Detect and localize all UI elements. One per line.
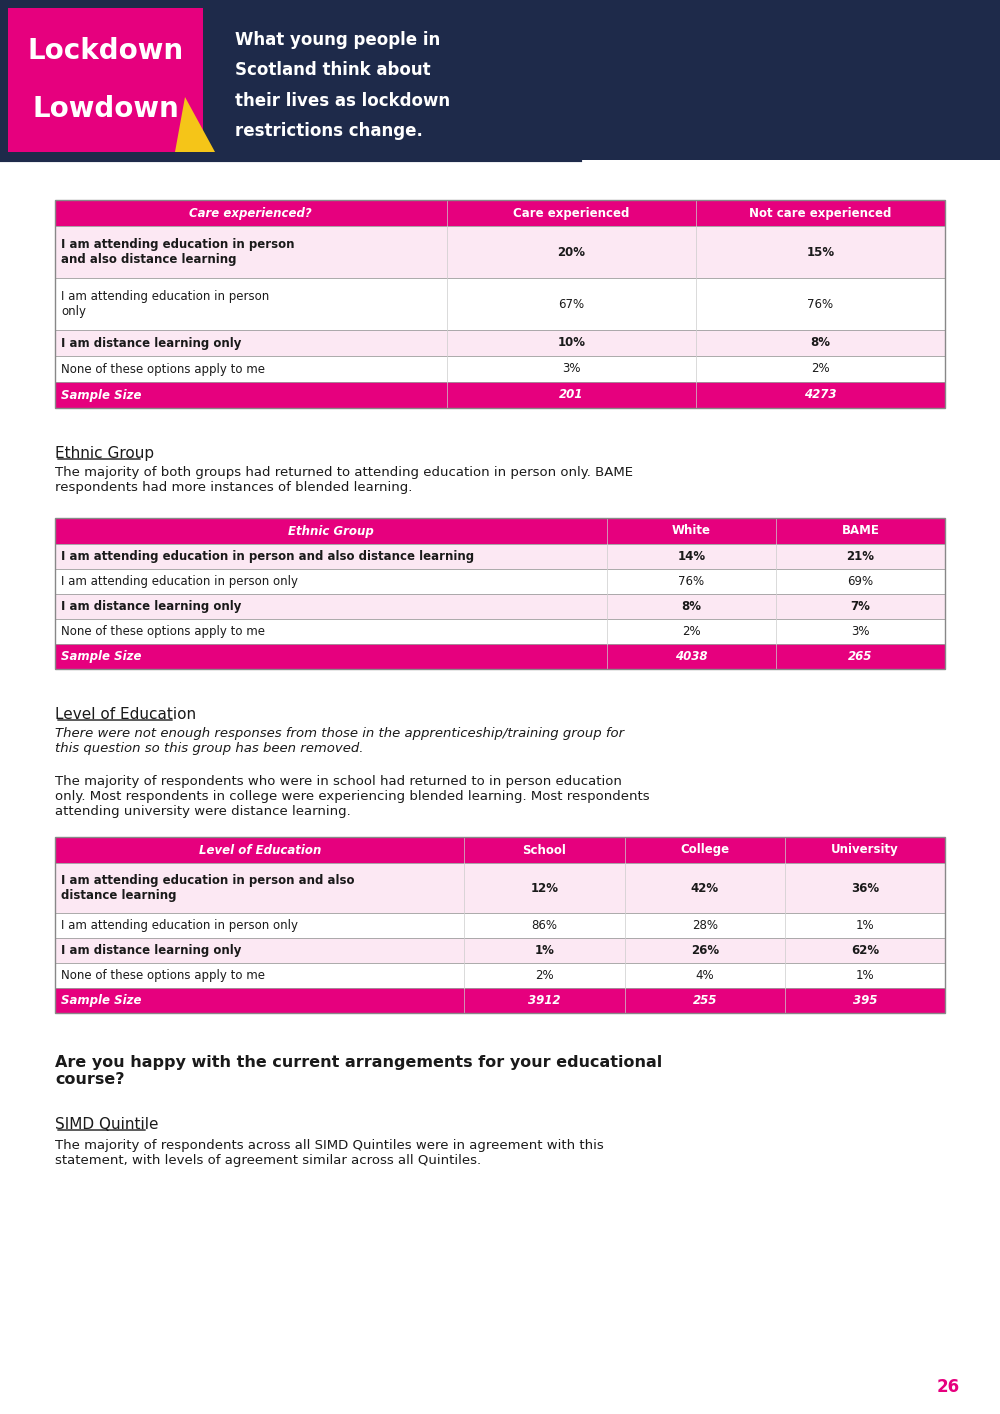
Text: Level of Education: Level of Education (55, 707, 196, 723)
FancyBboxPatch shape (8, 8, 203, 151)
Text: 2%: 2% (535, 969, 554, 981)
Text: Not care experienced: Not care experienced (749, 206, 892, 219)
Text: Ethnic Group: Ethnic Group (55, 445, 154, 461)
Text: their lives as lockdown: their lives as lockdown (235, 92, 450, 110)
Text: 69%: 69% (847, 575, 874, 588)
Text: Ethnic Group: Ethnic Group (288, 525, 374, 537)
Text: I am attending education in person only: I am attending education in person only (61, 919, 298, 932)
Text: 2%: 2% (682, 625, 701, 638)
Text: I am attending education in person only: I am attending education in person only (61, 575, 298, 588)
FancyBboxPatch shape (55, 329, 945, 356)
Text: The majority of both groups had returned to attending education in person only. : The majority of both groups had returned… (55, 467, 633, 493)
Text: 76%: 76% (807, 297, 833, 311)
Text: Sample Size: Sample Size (61, 994, 142, 1007)
Text: 4273: 4273 (804, 389, 837, 402)
Text: 3912: 3912 (528, 994, 561, 1007)
Text: 36%: 36% (851, 881, 879, 895)
Text: 3%: 3% (851, 625, 870, 638)
Text: Sample Size: Sample Size (61, 650, 142, 663)
Text: BAME: BAME (842, 525, 879, 537)
Text: 1%: 1% (856, 919, 874, 932)
Text: I am attending education in person and also
distance learning: I am attending education in person and a… (61, 874, 354, 902)
Text: 3%: 3% (562, 362, 580, 376)
FancyBboxPatch shape (55, 837, 945, 863)
Text: I am distance learning only: I am distance learning only (61, 945, 241, 957)
Text: I am attending education in person
only: I am attending education in person only (61, 290, 269, 318)
Text: 26: 26 (937, 1379, 960, 1396)
FancyBboxPatch shape (55, 279, 945, 329)
FancyBboxPatch shape (55, 594, 945, 619)
Text: SIMD Quintile: SIMD Quintile (55, 1117, 158, 1133)
FancyBboxPatch shape (55, 963, 945, 988)
Text: Care experienced?: Care experienced? (189, 206, 312, 219)
Text: I am attending education in person and also distance learning: I am attending education in person and a… (61, 550, 474, 563)
FancyBboxPatch shape (55, 226, 945, 279)
Text: 10%: 10% (557, 337, 585, 349)
Text: 255: 255 (693, 994, 717, 1007)
Text: 7%: 7% (851, 600, 870, 614)
Text: College: College (680, 844, 729, 857)
Text: School: School (523, 844, 566, 857)
Text: 2%: 2% (811, 362, 830, 376)
FancyBboxPatch shape (55, 937, 945, 963)
FancyBboxPatch shape (55, 643, 945, 669)
Text: Level of Education: Level of Education (199, 844, 321, 857)
Text: 26%: 26% (691, 945, 719, 957)
FancyBboxPatch shape (55, 988, 945, 1012)
Text: 28%: 28% (692, 919, 718, 932)
Text: University: University (831, 844, 899, 857)
FancyBboxPatch shape (55, 199, 945, 226)
Text: I am distance learning only: I am distance learning only (61, 600, 241, 614)
FancyBboxPatch shape (55, 518, 945, 544)
FancyBboxPatch shape (55, 544, 945, 568)
Text: 15%: 15% (806, 246, 834, 259)
FancyBboxPatch shape (0, 0, 1000, 160)
FancyBboxPatch shape (55, 356, 945, 382)
Polygon shape (175, 98, 215, 151)
Text: None of these options apply to me: None of these options apply to me (61, 362, 265, 376)
Text: Lowdown: Lowdown (32, 95, 179, 123)
Text: Scotland think about: Scotland think about (235, 61, 431, 79)
Text: I am distance learning only: I am distance learning only (61, 337, 241, 349)
Text: What young people in: What young people in (235, 31, 440, 49)
FancyBboxPatch shape (55, 619, 945, 643)
Text: Are you happy with the current arrangements for your educational
course?: Are you happy with the current arrangeme… (55, 1055, 662, 1087)
FancyBboxPatch shape (55, 913, 945, 937)
Text: None of these options apply to me: None of these options apply to me (61, 625, 265, 638)
Text: 21%: 21% (846, 550, 874, 563)
Text: Sample Size: Sample Size (61, 389, 142, 402)
Text: The majority of respondents who were in school had returned to in person educati: The majority of respondents who were in … (55, 775, 650, 819)
Text: I am attending education in person
and also distance learning: I am attending education in person and a… (61, 238, 294, 266)
Text: 8%: 8% (681, 600, 701, 614)
Text: 14%: 14% (677, 550, 705, 563)
Text: None of these options apply to me: None of these options apply to me (61, 969, 265, 981)
Text: restrictions change.: restrictions change. (235, 122, 423, 140)
Text: 4%: 4% (695, 969, 714, 981)
Text: 8%: 8% (810, 337, 830, 349)
Text: 76%: 76% (678, 575, 704, 588)
Text: 67%: 67% (558, 297, 584, 311)
Text: 1%: 1% (856, 969, 874, 981)
FancyBboxPatch shape (55, 863, 945, 913)
Text: Lockdown: Lockdown (27, 37, 184, 65)
Text: The majority of respondents across all SIMD Quintiles were in agreement with thi: The majority of respondents across all S… (55, 1140, 604, 1167)
Text: 62%: 62% (851, 945, 879, 957)
Text: 20%: 20% (557, 246, 585, 259)
Text: 265: 265 (848, 650, 873, 663)
FancyBboxPatch shape (55, 382, 945, 409)
FancyBboxPatch shape (55, 568, 945, 594)
Text: 1%: 1% (535, 945, 554, 957)
Text: 201: 201 (559, 389, 583, 402)
Text: 86%: 86% (532, 919, 558, 932)
Text: 395: 395 (853, 994, 877, 1007)
Text: 4038: 4038 (675, 650, 708, 663)
Text: Care experienced: Care experienced (513, 206, 629, 219)
Text: White: White (672, 525, 711, 537)
Text: There were not enough responses from those in the apprenticeship/training group : There were not enough responses from tho… (55, 727, 624, 755)
Text: 12%: 12% (530, 881, 558, 895)
Text: 42%: 42% (691, 881, 719, 895)
